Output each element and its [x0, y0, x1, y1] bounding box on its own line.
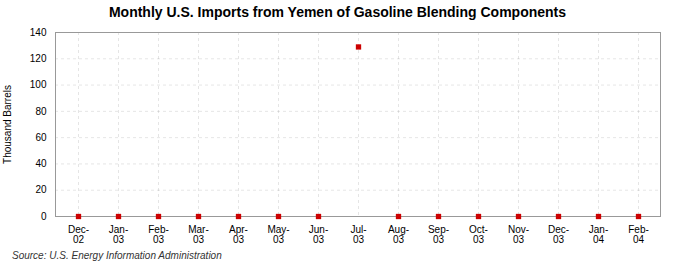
svg-text:Feb-03: Feb-03	[148, 224, 169, 245]
svg-text:Thousand Barrels: Thousand Barrels	[2, 85, 13, 164]
svg-text:Jan-04: Jan-04	[589, 224, 608, 245]
svg-text:Mar-03: Mar-03	[188, 224, 209, 245]
html-text:Source: U.S. Energy Informatio: Source: U.S. Energy Information Administ…	[12, 250, 222, 261]
svg-text:Jan-03: Jan-03	[109, 224, 128, 245]
svg-text:Nov-03: Nov-03	[508, 224, 529, 245]
svg-text:Oct-03: Oct-03	[469, 224, 488, 245]
svg-text:Jul-03: Jul-03	[350, 224, 366, 245]
svg-text:0: 0	[41, 211, 47, 222]
svg-text:Feb-04: Feb-04	[628, 224, 649, 245]
svg-text:Jun-03: Jun-03	[309, 224, 328, 245]
svg-text:100: 100	[30, 79, 47, 90]
svg-text:60: 60	[35, 132, 47, 143]
svg-text:40: 40	[35, 158, 47, 169]
svg-text:80: 80	[35, 106, 47, 117]
svg-text:Dec-03: Dec-03	[548, 224, 569, 245]
svg-text:Sep-03: Sep-03	[428, 224, 449, 245]
svg-text:120: 120	[30, 53, 47, 64]
svg-text:20: 20	[35, 184, 47, 195]
svg-text:Aug-03: Aug-03	[388, 224, 409, 245]
svg-text:Apr-03: Apr-03	[229, 224, 248, 245]
svg-text:May-03: May-03	[267, 224, 289, 245]
svg-text:Dec-02: Dec-02	[68, 224, 89, 245]
html-text:Monthly U.S. Imports from Yeme: Monthly U.S. Imports from Yemen of Gasol…	[108, 4, 567, 20]
svg-text:140: 140	[30, 27, 47, 38]
